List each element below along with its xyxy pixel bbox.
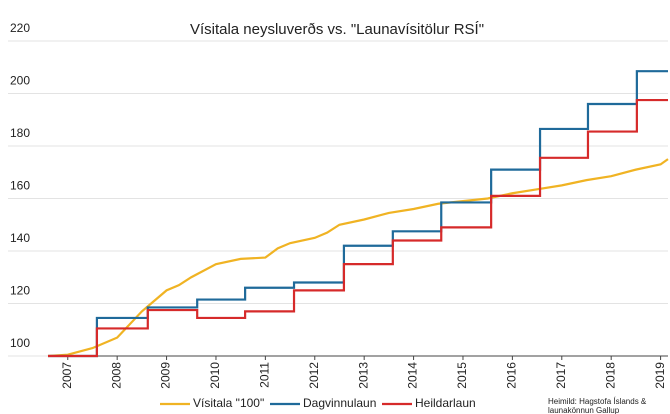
y-tick-label: 160 (10, 179, 30, 193)
legend-label: Heildarlaun (415, 396, 476, 410)
legend-label: Vísitala "100" (193, 396, 264, 410)
y-tick-label: 140 (10, 231, 30, 245)
series-line (47, 158, 669, 358)
y-tick-label: 100 (10, 336, 30, 350)
x-tick-label: 2016 (505, 362, 519, 389)
series-line (48, 70, 668, 358)
x-tick-label: 2012 (307, 362, 321, 389)
x-tick-label: 2013 (356, 362, 370, 389)
chart-title: Vísitala neysluverðs vs. "Launavísitölur… (190, 21, 484, 38)
y-tick-label: 200 (10, 74, 30, 88)
x-tick-label: 2015 (455, 362, 469, 389)
legend-label: Dagvinnulaun (303, 396, 376, 410)
x-tick-label: 2011 (258, 362, 272, 388)
y-tick-label: 120 (10, 284, 30, 298)
x-tick-label: 2017 (554, 362, 568, 389)
x-tick-label: 2007 (60, 362, 74, 389)
y-tick-label: 180 (10, 126, 30, 140)
source-note: Heimild: Hagstofa Íslands & (548, 397, 647, 406)
x-tick-label: 2009 (159, 362, 173, 389)
x-tick-label: 2010 (208, 362, 222, 389)
x-tick-label: 2019 (653, 362, 667, 389)
y-tick-label: 220 (10, 21, 30, 35)
x-tick-label: 2018 (603, 362, 617, 389)
source-note: launakönnun Gallup (548, 406, 620, 414)
x-tick-label: 2014 (406, 362, 420, 389)
series-line (48, 98, 668, 358)
x-tick-label: 2008 (109, 362, 123, 389)
